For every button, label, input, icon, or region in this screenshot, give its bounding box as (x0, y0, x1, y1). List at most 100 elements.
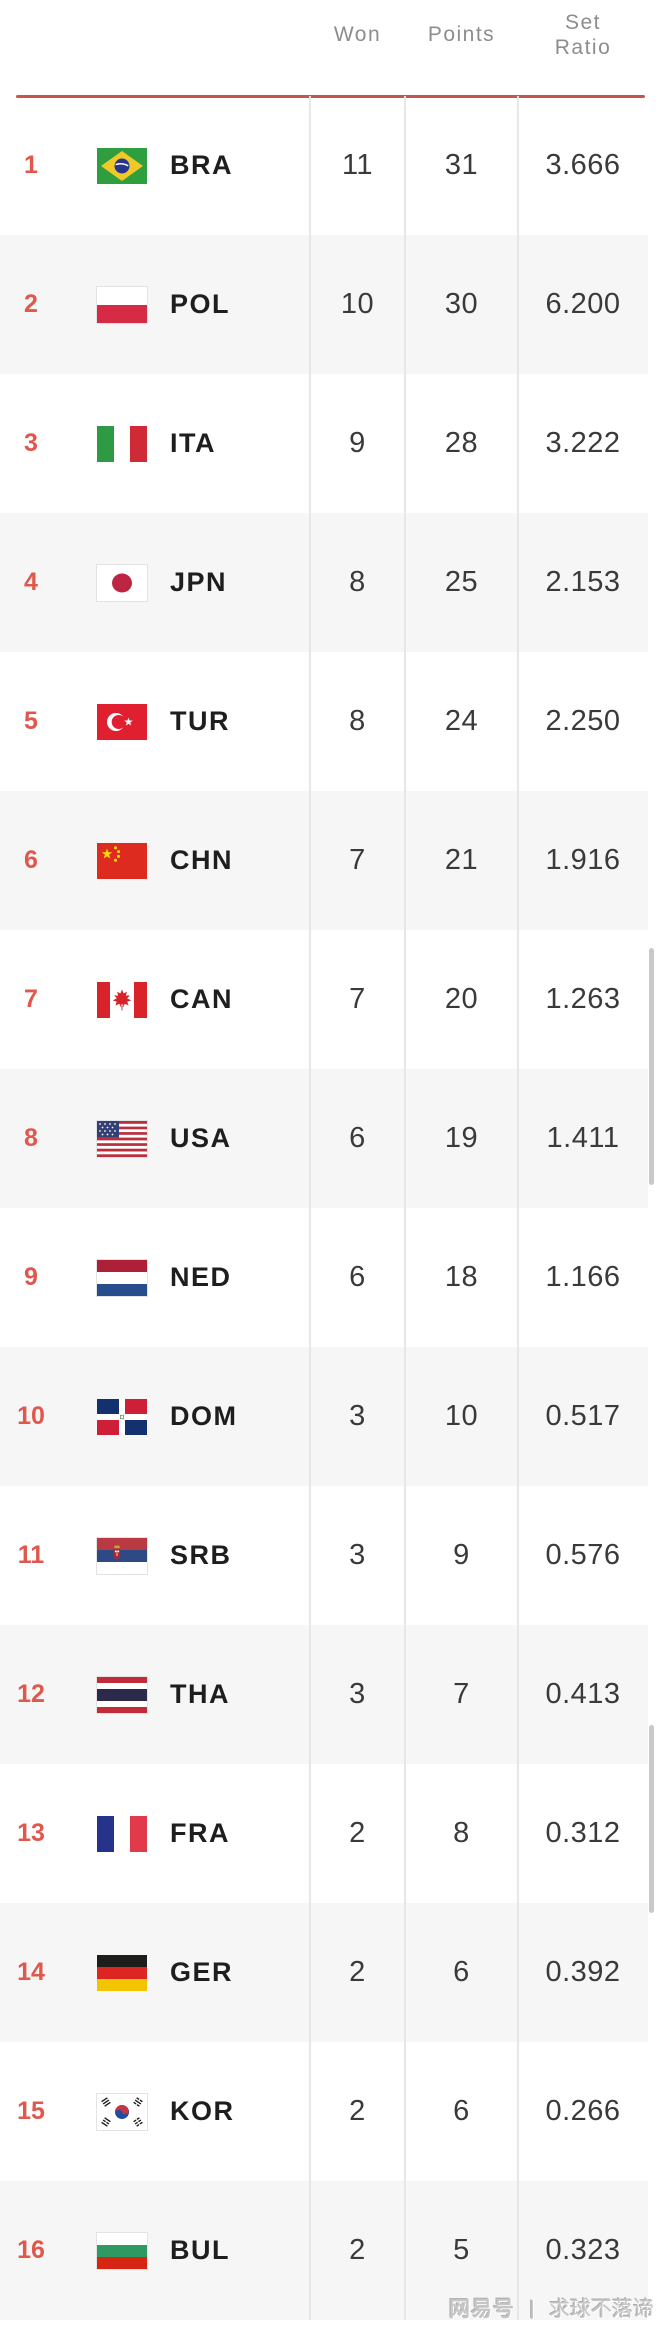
flag-thailand-icon (96, 1675, 148, 1714)
rank-label: 8 (24, 1124, 38, 1152)
rank-label: 11 (17, 1541, 45, 1569)
table-row[interactable]: 5 TUR 8 24 2.250 (0, 652, 648, 791)
table-header: Won Points Set Ratio (0, 0, 648, 96)
won-value: 7 (349, 844, 366, 876)
rank-label: 13 (17, 1819, 45, 1847)
table-row[interactable]: 6 CHN 7 21 1.916 (0, 791, 648, 930)
points-value: 6 (453, 2095, 470, 2127)
rank-label: 9 (24, 1263, 38, 1291)
country-code: BRA (170, 150, 233, 180)
points-value: 9 (453, 1539, 470, 1571)
country-code: ITA (170, 428, 216, 458)
rank-label: 6 (24, 846, 38, 874)
set-ratio-value: 2.250 (545, 705, 621, 737)
flag-dominican-republic-icon (97, 1398, 147, 1435)
set-ratio-value: 1.411 (546, 1122, 620, 1154)
watermark: 网易号 丨 求球不落谛 (449, 2293, 654, 2323)
set-ratio-value: 0.312 (545, 1817, 621, 1849)
set-ratio-value: 1.916 (545, 844, 621, 876)
points-value: 19 (444, 1122, 479, 1154)
won-value: 3 (349, 1678, 366, 1710)
won-value: 3 (349, 1400, 366, 1432)
won-value: 2 (349, 1817, 366, 1849)
table-row[interactable]: 1 BRA 11 31 3.666 (0, 96, 648, 235)
country-code: JPN (170, 567, 228, 597)
table-row[interactable]: 2 POL 10 30 6.200 (0, 235, 648, 374)
country-code: GER (170, 1957, 234, 1987)
rank-label: 14 (17, 1958, 45, 1986)
table-row[interactable]: 14 GER 2 6 0.392 (0, 1903, 648, 2042)
flag-poland-icon (96, 285, 148, 324)
flag-united-states-icon (96, 1119, 148, 1158)
country-code: TUR (170, 706, 230, 736)
country-code: THA (170, 1679, 230, 1709)
scrollbar-thumb[interactable] (649, 948, 654, 1185)
rank-label: 16 (17, 2236, 45, 2264)
column-separator (517, 96, 519, 2320)
table-row[interactable]: 12 THA 3 7 0.413 (0, 1625, 648, 1764)
rank-label: 1 (24, 151, 38, 179)
set-ratio-value: 2.153 (545, 566, 621, 598)
flag-japan-icon (96, 563, 148, 602)
column-header-won: Won (333, 23, 382, 47)
rank-label: 12 (17, 1680, 45, 1708)
table-row[interactable]: 3 ITA 9 28 3.222 (0, 374, 648, 513)
won-value: 3 (349, 1539, 366, 1571)
country-code: POL (170, 289, 231, 319)
watermark-author: 求球不落谛 (549, 2298, 654, 2321)
won-value: 7 (349, 983, 366, 1015)
flag-serbia-icon (96, 1536, 148, 1575)
country-code: USA (170, 1123, 232, 1153)
rank-label: 4 (24, 568, 38, 596)
table-row[interactable]: 15 KOR 2 6 0.266 (0, 2042, 648, 2181)
set-ratio-value: 0.517 (545, 1400, 621, 1432)
points-value: 28 (444, 427, 479, 459)
flag-france-icon (97, 1815, 147, 1852)
column-separator (309, 96, 311, 2320)
flag-brazil-icon (97, 147, 147, 184)
rank-label: 15 (17, 2097, 45, 2125)
flag-netherlands-icon (96, 1258, 148, 1297)
flag-canada-icon (97, 981, 147, 1018)
won-value: 2 (349, 1956, 366, 1988)
header-rule (16, 95, 645, 98)
rank-label: 10 (17, 1402, 45, 1430)
watermark-divider: 丨 (522, 2299, 542, 2322)
won-value: 8 (349, 566, 366, 598)
table-row[interactable]: 8 USA 6 19 1.411 (0, 1069, 648, 1208)
table-row[interactable]: 4 JPN 8 25 2.153 (0, 513, 648, 652)
points-value: 21 (444, 844, 479, 876)
table-row[interactable]: 10 DOM 3 10 0.517 (0, 1347, 648, 1486)
points-value: 6 (453, 1956, 470, 1988)
scrollbar-thumb[interactable] (649, 1725, 654, 1913)
won-value: 6 (349, 1122, 366, 1154)
flag-germany-icon (97, 1954, 147, 1991)
won-value: 2 (349, 2234, 366, 2266)
watermark-brand: 网易号 (449, 2298, 515, 2321)
table-row[interactable]: 13 FRA 2 8 0.312 (0, 1764, 648, 1903)
table-row[interactable]: 16 BUL 2 5 0.323 (0, 2181, 648, 2320)
points-value: 24 (444, 705, 479, 737)
points-value: 5 (453, 2234, 470, 2266)
set-ratio-value: 3.222 (545, 427, 621, 459)
points-value: 31 (444, 149, 479, 181)
rank-label: 7 (24, 985, 38, 1013)
set-ratio-value: 0.323 (545, 2234, 621, 2266)
country-code: DOM (170, 1401, 238, 1431)
won-value: 11 (341, 149, 374, 181)
flag-bulgaria-icon (96, 2231, 148, 2270)
country-code: SRB (170, 1540, 232, 1570)
flag-south-korea-icon (96, 2092, 148, 2131)
flag-china-icon (97, 842, 147, 879)
table-row[interactable]: 11 SRB 3 9 0.576 (0, 1486, 648, 1625)
table-row[interactable]: 9 NED 6 18 1.166 (0, 1208, 648, 1347)
won-value: 2 (349, 2095, 366, 2127)
set-ratio-value: 3.666 (545, 149, 621, 181)
table-row[interactable]: 7 CAN 7 20 1.263 (0, 930, 648, 1069)
won-value: 8 (349, 705, 366, 737)
set-ratio-value: 0.392 (545, 1956, 621, 1988)
set-ratio-value: 1.263 (545, 983, 621, 1015)
points-value: 10 (444, 1400, 479, 1432)
country-code: CHN (170, 845, 233, 875)
